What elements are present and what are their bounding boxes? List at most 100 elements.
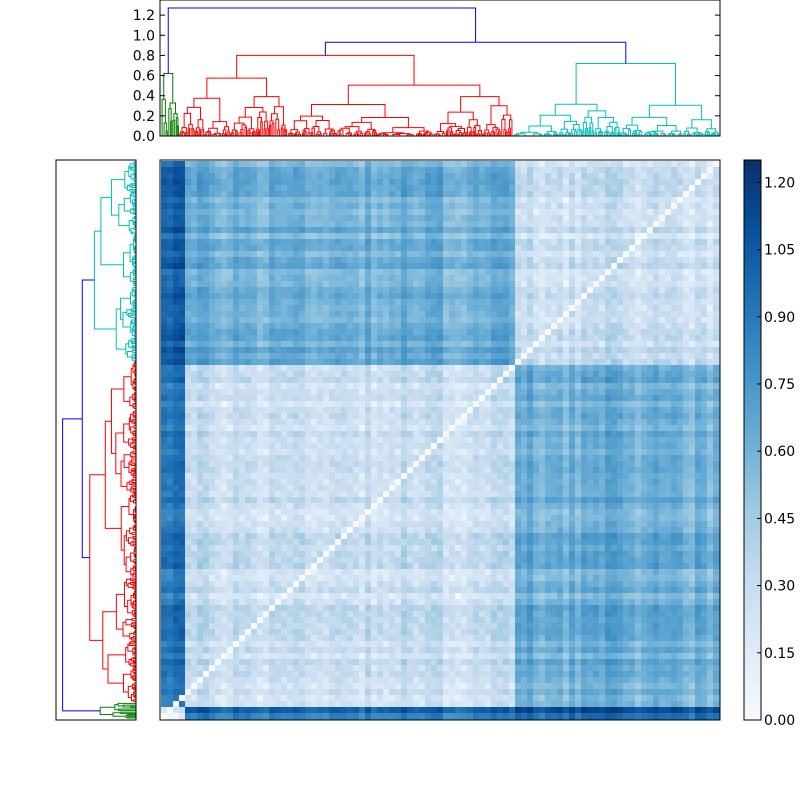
heatmap-cell <box>347 341 354 348</box>
heatmap-cell <box>353 293 360 300</box>
heatmap-cell <box>419 329 426 336</box>
top-dendrogram-link <box>417 133 422 135</box>
heatmap-cell <box>623 413 630 420</box>
heatmap-cell <box>419 203 426 210</box>
heatmap-cell <box>467 401 474 408</box>
heatmap-cell <box>563 179 570 186</box>
heatmap-cell <box>179 407 186 414</box>
heatmap-cell <box>317 185 324 192</box>
heatmap-cell <box>401 161 408 168</box>
heatmap-cell <box>185 335 192 342</box>
heatmap-cell <box>713 359 720 366</box>
heatmap-cell <box>239 383 246 390</box>
heatmap-cell <box>227 329 234 336</box>
heatmap-cell <box>281 365 288 372</box>
top-dendrogram-link <box>625 134 628 136</box>
heatmap-cell <box>341 299 348 306</box>
heatmap-cell <box>617 281 624 288</box>
heatmap-cell <box>365 401 372 408</box>
heatmap-cell <box>389 365 396 372</box>
heatmap-cell <box>203 431 210 438</box>
heatmap-cell <box>689 269 696 276</box>
heatmap-cell <box>263 383 270 390</box>
heatmap-cell <box>203 161 210 168</box>
top-dendrogram-link <box>266 127 269 136</box>
heatmap-cell <box>371 245 378 252</box>
heatmap-cell <box>629 161 636 168</box>
heatmap-cell <box>659 371 666 378</box>
heatmap-cell <box>263 419 270 426</box>
heatmap-cell <box>425 395 432 402</box>
heatmap-cell <box>209 431 216 438</box>
heatmap-cell <box>491 311 498 318</box>
heatmap-cell <box>263 167 270 174</box>
heatmap-cell <box>443 365 450 372</box>
heatmap-cell <box>389 347 396 354</box>
heatmap-cell <box>341 287 348 294</box>
heatmap-cell <box>629 203 636 210</box>
heatmap-cell <box>635 389 642 396</box>
heatmap-cell <box>539 233 546 240</box>
heatmap-cell <box>389 425 396 432</box>
heatmap-cell <box>623 275 630 282</box>
heatmap-cell <box>221 431 228 438</box>
heatmap-cell <box>353 197 360 204</box>
heatmap-cell <box>671 185 678 192</box>
heatmap-cell <box>713 239 720 246</box>
heatmap-cell <box>551 227 558 234</box>
heatmap-cell <box>575 293 582 300</box>
heatmap-cell <box>227 311 234 318</box>
heatmap-cell <box>269 251 276 258</box>
heatmap-cell <box>245 245 252 252</box>
heatmap-cell <box>221 179 228 186</box>
heatmap-cell <box>509 389 516 396</box>
top-dendrogram-link <box>565 132 570 135</box>
heatmap-cell <box>563 203 570 210</box>
heatmap-cell <box>401 389 408 396</box>
left-dendrogram-link <box>127 599 133 614</box>
heatmap-cell <box>587 323 594 330</box>
heatmap-cell <box>257 305 264 312</box>
heatmap-cell <box>317 389 324 396</box>
heatmap-cell <box>227 317 234 324</box>
heatmap-cell <box>167 263 174 270</box>
heatmap-cell <box>455 341 462 348</box>
heatmap-cell <box>521 347 528 354</box>
heatmap-cell <box>299 221 306 228</box>
heatmap-cell <box>173 209 180 216</box>
heatmap-cell <box>365 311 372 318</box>
heatmap-cell <box>437 377 444 384</box>
heatmap-cell <box>599 377 606 384</box>
heatmap-cell <box>305 425 312 432</box>
heatmap-cell <box>239 377 246 384</box>
heatmap-cell <box>173 341 180 348</box>
heatmap-cell <box>353 257 360 264</box>
heatmap-cell <box>599 317 606 324</box>
heatmap-cell <box>191 323 198 330</box>
heatmap-cell <box>227 425 234 432</box>
heatmap-cell <box>161 203 168 210</box>
heatmap-cell <box>413 269 420 276</box>
heatmap-cell <box>455 197 462 204</box>
heatmap-cell <box>497 311 504 318</box>
heatmap-cell <box>713 281 720 288</box>
heatmap-cell <box>203 209 210 216</box>
heatmap-cell <box>527 371 534 378</box>
heatmap-cell <box>437 299 444 306</box>
heatmap-cell <box>341 221 348 228</box>
heatmap-cell <box>281 245 288 252</box>
heatmap-cell <box>629 215 636 222</box>
heatmap-cell <box>305 203 312 210</box>
top-dendrogram-link <box>179 131 184 134</box>
heatmap-cell <box>581 389 588 396</box>
heatmap-cell <box>515 323 522 330</box>
heatmap-cell <box>491 383 498 390</box>
heatmap-cell <box>419 185 426 192</box>
heatmap-cell <box>239 353 246 360</box>
heatmap-cell <box>467 209 474 216</box>
heatmap-cell <box>167 251 174 258</box>
heatmap-cell <box>443 419 450 426</box>
heatmap-cell <box>713 263 720 270</box>
heatmap-cell <box>455 287 462 294</box>
heatmap-cell <box>191 293 198 300</box>
